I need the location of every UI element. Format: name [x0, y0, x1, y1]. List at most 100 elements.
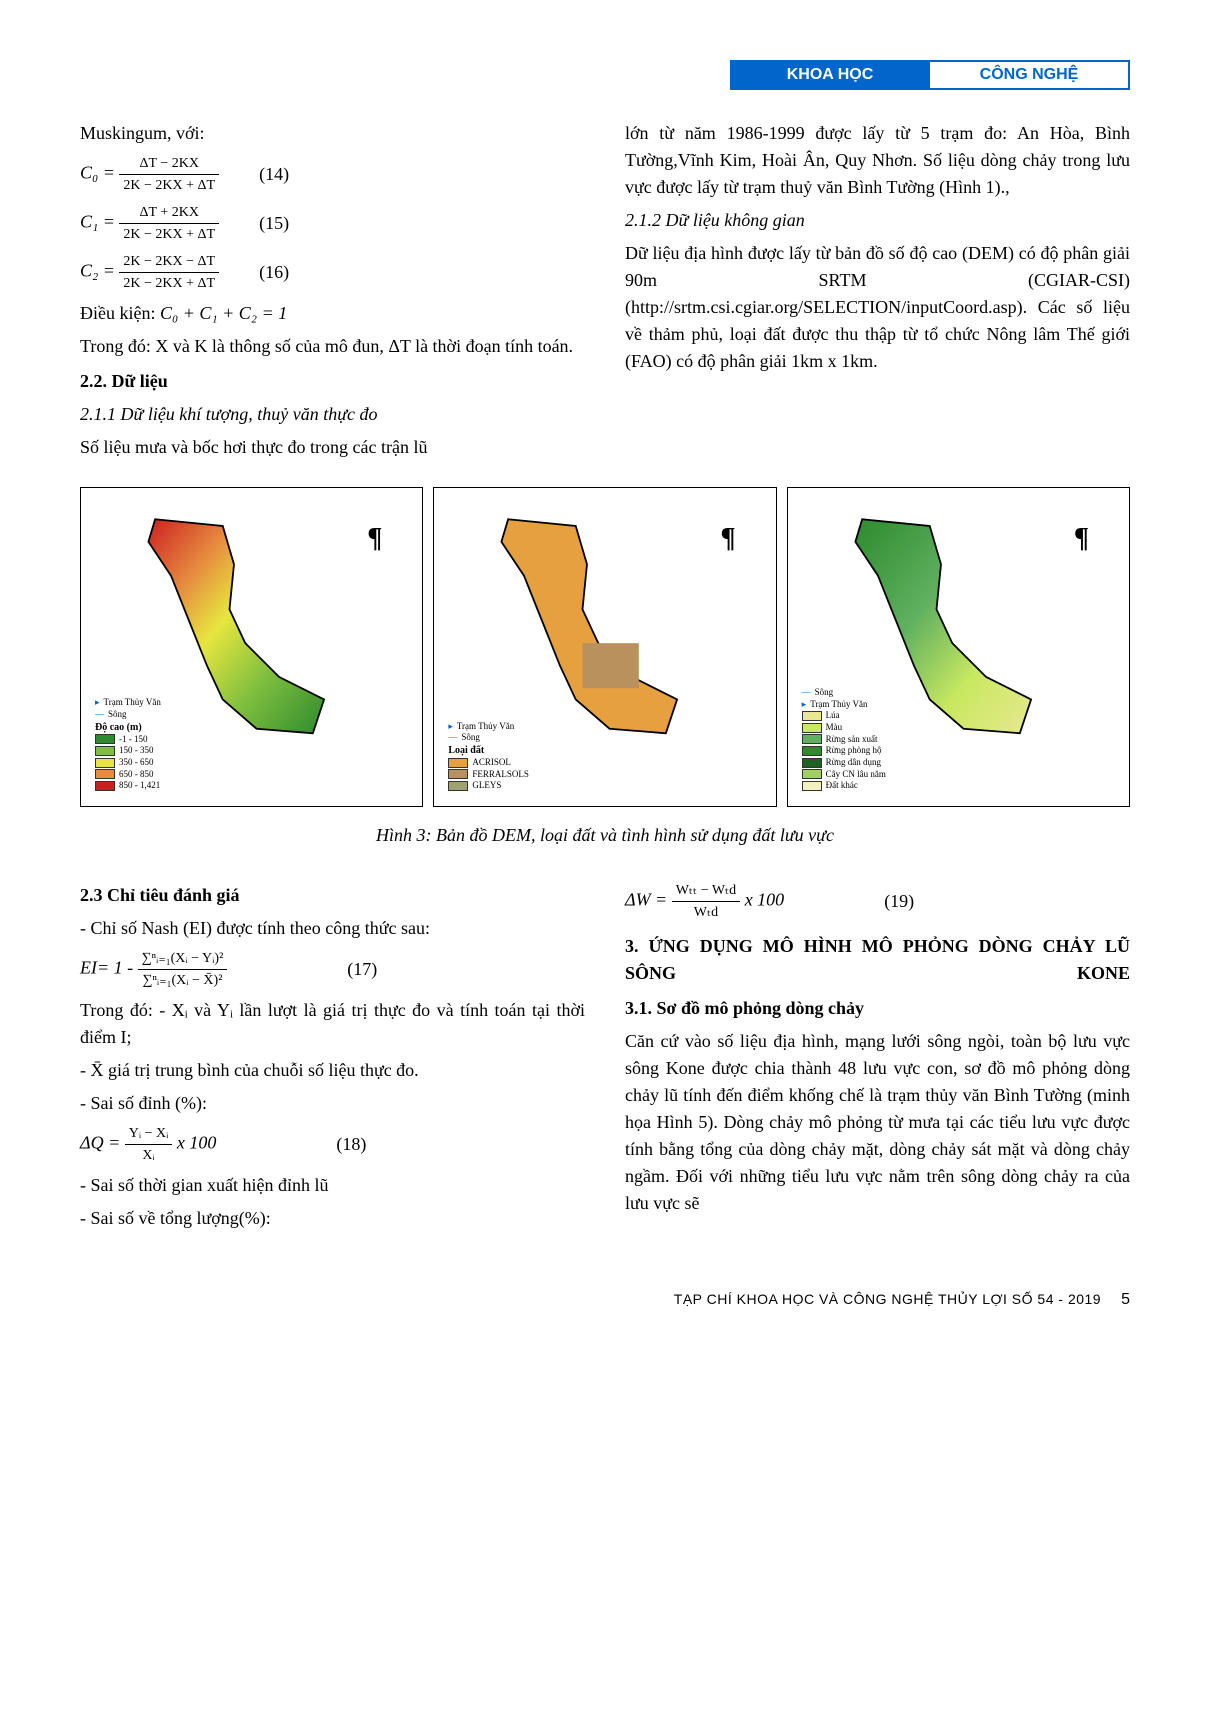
subsection-2-1-2: 2.1.2 Dữ liệu không gian [625, 207, 1130, 234]
legend-swatch [95, 746, 115, 756]
eq16-lhs: C₂ = [80, 261, 115, 281]
equation-17: EI= 1 - ∑ⁿᵢ₌₁(Xᵢ − Yᵢ)²∑ⁿᵢ₌₁(Xᵢ − X̄)² (… [80, 948, 585, 991]
soil-legend-title: Loại đất [448, 744, 529, 757]
pilcrow-icon: ¶ [367, 518, 382, 560]
eq19-num: Wₜₜ − Wₜd [672, 880, 740, 902]
lu-legend-river: Sông [815, 687, 834, 699]
legend-item: -1 - 150 [95, 734, 161, 746]
bottom-columns: 2.3 Chỉ tiêu đánh giá - Chỉ số Nash (EI)… [80, 874, 1130, 1238]
dem-legend-river: Sông [108, 709, 127, 721]
time-error-label: - Sai số thời gian xuất hiện đỉnh lũ [80, 1172, 585, 1199]
subsection-2-1-1: 2.1.1 Dữ liệu khí tượng, thuỷ văn thực đ… [80, 401, 585, 428]
condition-expr: C₀ + C₁ + C₂ = 1 [160, 303, 287, 323]
banner-right: CÔNG NGHỆ [930, 60, 1130, 90]
header-banner: KHOA HỌC CÔNG NGHỆ [80, 60, 1130, 90]
legend-swatch [802, 769, 822, 779]
map-panel-dem: ¶ ▸Trạm Thủy Văn —Sông Độ cao (m) -1 - 1… [80, 487, 423, 807]
section-2-3: 2.3 Chỉ tiêu đánh giá [80, 882, 585, 909]
legend-label: 650 - 850 [119, 769, 154, 781]
legend-label: -1 - 150 [119, 734, 148, 746]
legend-label: 150 - 350 [119, 745, 154, 757]
peak-error-label: - Sai số đỉnh (%): [80, 1090, 585, 1117]
legend-label: ACRISOL [472, 757, 511, 769]
eq18-den: Xᵢ [125, 1145, 173, 1166]
legend-swatch [802, 723, 822, 733]
p-2-1-1: Số liệu mưa và bốc hơi thực đo trong các… [80, 434, 585, 461]
p-3-1: Căn cứ vào số liệu địa hình, mạng lưới s… [625, 1028, 1130, 1217]
legend-swatch [95, 734, 115, 744]
legend-swatch [802, 758, 822, 768]
legend-swatch [802, 746, 822, 756]
eq19-lhs: ΔW = [625, 890, 667, 910]
eq17-lhs: EI= 1 - [80, 958, 133, 978]
dem-legend-station: Trạm Thủy Văn [104, 697, 161, 709]
top-left-column: Muskingum, với: C₀ = ΔT − 2KX2K − 2KX + … [80, 120, 585, 467]
condition-label: Điều kiện: [80, 303, 155, 323]
footer-text: TẠP CHÍ KHOA HỌC VÀ CÔNG NGHỆ THỦY LỢI S… [674, 1289, 1101, 1310]
legend-item: GLEYS [448, 780, 529, 792]
banner-left: KHOA HỌC [730, 60, 930, 90]
eq16-number: (16) [259, 259, 289, 286]
top-columns: Muskingum, với: C₀ = ΔT − 2KX2K − 2KX + … [80, 120, 1130, 467]
eq15-number: (15) [259, 210, 289, 237]
where-text: Trong đó: X và K là thông số của mô đun,… [80, 333, 585, 360]
legend-item: Cây CN lâu năm [802, 769, 886, 781]
legend-swatch [448, 769, 468, 779]
pilcrow-icon: ¶ [1074, 518, 1089, 560]
section-2-2: 2.2. Dữ liệu [80, 368, 585, 395]
legend-label: Đất khác [826, 780, 858, 792]
soil-legend: ▸Trạm Thủy Văn —Sông Loại đất ACRISOLFER… [444, 717, 533, 796]
legend-swatch [802, 781, 822, 791]
eq16-num: 2K − 2KX − ΔT [119, 251, 219, 273]
legend-item: Rừng phòng hộ [802, 745, 886, 757]
soil-legend-river: Sông [461, 732, 480, 744]
equation-16: C₂ = 2K − 2KX − ΔT2K − 2KX + ΔT (16) [80, 251, 585, 294]
eq15-lhs: C₁ = [80, 212, 115, 232]
legend-label: Rừng dân dụng [826, 757, 881, 769]
legend-item: 150 - 350 [95, 745, 161, 757]
eq17-den: ∑ⁿᵢ₌₁(Xᵢ − X̄)² [138, 970, 228, 991]
where-xi-yi: Trong đó: - Xᵢ và Yᵢ lần lượt là giá trị… [80, 997, 585, 1051]
muskingum-intro: Muskingum, với: [80, 120, 585, 147]
eq16-den: 2K − 2KX + ΔT [119, 273, 219, 294]
bottom-right-column: ΔW = Wₜₜ − WₜdWₜd x 100 (19) 3. ỨNG DỤNG… [625, 874, 1130, 1238]
legend-item: Rừng dân dụng [802, 757, 886, 769]
section-3: 3. ỨNG DỤNG MÔ HÌNH MÔ PHỎNG DÒNG CHẢY L… [625, 933, 1130, 987]
legend-label: Rừng sản xuất [826, 734, 878, 746]
lu-legend-station: Trạm Thủy Văn [810, 699, 867, 711]
pilcrow-icon: ¶ [721, 518, 736, 560]
legend-item: Đất khác [802, 780, 886, 792]
legend-item: Màu [802, 722, 886, 734]
eq14-num: ΔT − 2KX [119, 153, 219, 175]
top-right-column: lớn từ năm 1986-1999 được lấy từ 5 trạm … [625, 120, 1130, 467]
eq17-num: ∑ⁿᵢ₌₁(Xᵢ − Yᵢ)² [138, 948, 228, 970]
volume-error-label: - Sai số về tổng lượng(%): [80, 1205, 585, 1232]
equation-19: ΔW = Wₜₜ − WₜdWₜd x 100 (19) [625, 880, 1130, 923]
legend-swatch [95, 769, 115, 779]
legend-item: 850 - 1,421 [95, 780, 161, 792]
equation-14: C₀ = ΔT − 2KX2K − 2KX + ΔT (14) [80, 153, 585, 196]
dem-legend-title: Độ cao (m) [95, 721, 161, 734]
eq18-number: (18) [336, 1131, 366, 1158]
figure-3-caption: Hình 3: Bản đồ DEM, loại đất và tình hìn… [80, 822, 1130, 849]
eq15-num: ΔT + 2KX [119, 202, 219, 224]
map-panel-landuse: ¶ —Sông ▸Trạm Thủy Văn LúaMàuRừng sản xu… [787, 487, 1130, 807]
map-panel-soil: ¶ ▸Trạm Thủy Văn —Sông Loại đất ACRISOLF… [433, 487, 776, 807]
eq14-den: 2K − 2KX + ΔT [119, 175, 219, 196]
legend-swatch [448, 758, 468, 768]
legend-item: ACRISOL [448, 757, 529, 769]
eq15-den: 2K − 2KX + ΔT [119, 224, 219, 245]
figure-3-row: ¶ ▸Trạm Thủy Văn —Sông Độ cao (m) -1 - 1… [80, 487, 1130, 807]
eq17-number: (17) [347, 956, 377, 983]
section-3-1: 3.1. Sơ đồ mô phỏng dòng chảy [625, 995, 1130, 1022]
landuse-legend: —Sông ▸Trạm Thủy Văn LúaMàuRừng sản xuất… [798, 683, 890, 796]
legend-item: Rừng sản xuất [802, 734, 886, 746]
eq18-lhs: ΔQ = [80, 1133, 120, 1153]
legend-label: Lúa [826, 710, 840, 722]
legend-label: 350 - 650 [119, 757, 154, 769]
page-number: 5 [1121, 1288, 1130, 1312]
equation-15: C₁ = ΔT + 2KX2K − 2KX + ΔT (15) [80, 202, 585, 245]
legend-swatch [448, 781, 468, 791]
legend-swatch [802, 711, 822, 721]
eq19-den: Wₜd [672, 902, 740, 923]
